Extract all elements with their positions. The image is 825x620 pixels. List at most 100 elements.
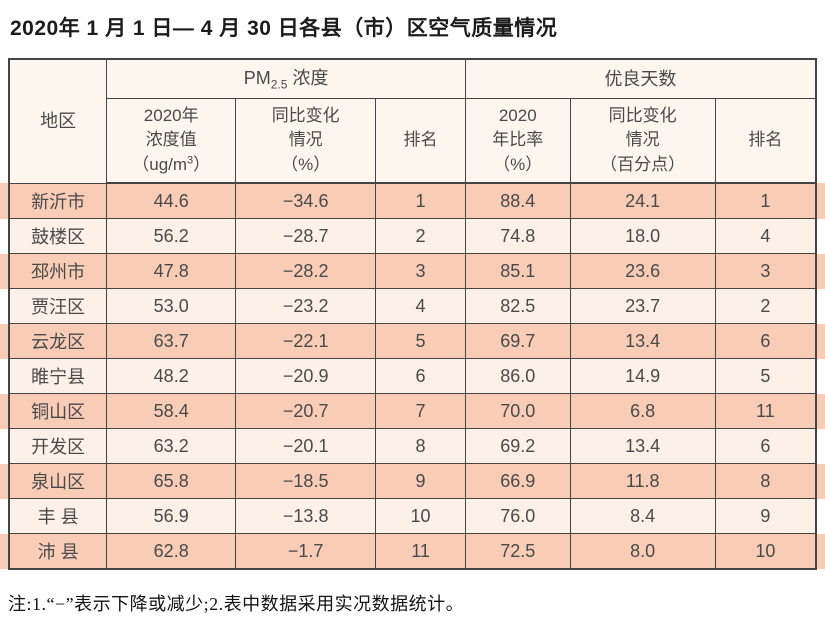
- cell-pm-rank: 5: [375, 323, 466, 359]
- cell-pm-value: 47.8: [106, 253, 237, 289]
- table-row: 睢宁县 48.2 −20.9 6 86.0 14.9 5: [8, 358, 817, 394]
- table-header: 地区 PM2.5 浓度 优良天数 2020年 浓度值 （ug/m3） 同比变化 …: [8, 58, 817, 184]
- cell-region: 贾汪区: [8, 288, 108, 324]
- table-row: 沛 县 62.8 −1.7 11 72.5 8.0 10: [8, 533, 817, 570]
- cell-pm-value: 63.7: [106, 323, 237, 359]
- header-good-days-group: 优良天数: [464, 58, 817, 99]
- cell-good-rank: 11: [714, 393, 817, 429]
- cell-good-rank: 5: [714, 358, 817, 394]
- cell-pm-rank: 9: [375, 463, 466, 499]
- header-line: 同比变化: [271, 105, 340, 125]
- header-pm-rank: 排名: [375, 98, 466, 184]
- cell-good-ratio: 72.5: [464, 533, 571, 570]
- cell-pm-change: −13.8: [235, 498, 377, 534]
- header-line: 同比变化: [608, 105, 677, 125]
- cell-good-rank: 10: [714, 533, 817, 570]
- footnote: 注:1.“−”表示下降或减少;2.表中数据采用实况数据统计。: [8, 594, 465, 614]
- table-row: 鼓楼区 56.2 −28.7 2 74.8 18.0 4: [8, 218, 817, 254]
- cubed-superscript: 3: [187, 154, 194, 167]
- cell-good-ratio: 76.0: [464, 498, 571, 534]
- table-body: 新沂市 44.6 −34.6 1 88.4 24.1 1 鼓楼区 56.2 −28.7 2 74.8 1…: [8, 182, 817, 570]
- cell-good-change: 24.1: [569, 182, 716, 219]
- cell-pm-rank: 4: [375, 288, 466, 324]
- header-line: 情况: [625, 130, 660, 150]
- cell-region: 睢宁县: [8, 358, 108, 394]
- cell-pm-value: 53.0: [106, 288, 237, 324]
- cell-pm-change: −23.2: [235, 288, 377, 324]
- header-line: 年比率: [492, 130, 544, 150]
- header-pm-change: 同比变化 情况 （%）: [235, 98, 377, 184]
- cell-good-change: 14.9: [569, 358, 716, 394]
- cell-region: 泉山区: [8, 463, 108, 499]
- header-line: （百分点）: [600, 154, 686, 174]
- cell-good-change: 18.0: [569, 218, 716, 254]
- pm-label-subscript: 2.5: [270, 77, 288, 92]
- cell-pm-change: −28.7: [235, 218, 377, 254]
- cell-good-ratio: 85.1: [464, 253, 571, 289]
- cell-pm-value: 63.2: [106, 428, 237, 464]
- cell-good-rank: 1: [714, 182, 817, 219]
- cell-good-rank: 6: [714, 428, 817, 464]
- cell-good-ratio: 69.7: [464, 323, 571, 359]
- cell-good-change: 23.6: [569, 253, 716, 289]
- cell-pm-value: 44.6: [106, 182, 237, 219]
- cell-pm-rank: 7: [375, 393, 466, 429]
- header-line: （%）: [493, 154, 543, 174]
- header-good-rank: 排名: [714, 98, 817, 184]
- cell-region: 丰 县: [8, 498, 108, 534]
- header-pm-value: 2020年 浓度值 （ug/m3）: [106, 98, 237, 184]
- cell-pm-rank: 1: [375, 182, 466, 219]
- cell-good-change: 11.8: [569, 463, 716, 499]
- cell-region: 沛 县: [8, 533, 108, 570]
- cell-good-ratio: 86.0: [464, 358, 571, 394]
- cell-good-change: 23.7: [569, 288, 716, 324]
- cell-good-change: 13.4: [569, 428, 716, 464]
- cell-good-rank: 4: [714, 218, 817, 254]
- air-quality-table: 地区 PM2.5 浓度 优良天数 2020年 浓度值 （ug/m3） 同比变化 …: [8, 58, 817, 570]
- cell-good-ratio: 88.4: [464, 182, 571, 219]
- table-row: 铜山区 58.4 −20.7 7 70.0 6.8 11: [8, 393, 817, 429]
- cell-good-change: 6.8: [569, 393, 716, 429]
- table-row: 泉山区 65.8 −18.5 9 66.9 11.8 8: [8, 463, 817, 499]
- header-group-row: 地区 PM2.5 浓度 优良天数: [8, 58, 817, 184]
- cell-region: 铜山区: [8, 393, 108, 429]
- cell-pm-rank: 11: [375, 533, 466, 570]
- cell-pm-change: −34.6: [235, 182, 377, 219]
- pm-label-suffix: 浓度: [287, 67, 329, 88]
- cell-good-ratio: 82.5: [464, 288, 571, 324]
- cell-good-change: 8.0: [569, 533, 716, 570]
- header-line: ）: [193, 154, 211, 174]
- header-line: （%）: [281, 154, 331, 174]
- header-line: 情况: [288, 130, 323, 150]
- cell-pm-change: −20.7: [235, 393, 377, 429]
- cell-good-rank: 6: [714, 323, 817, 359]
- table-row: 贾汪区 53.0 −23.2 4 82.5 23.7 2: [8, 288, 817, 324]
- header-line: 2020年: [143, 105, 199, 125]
- header-sub-row: 2020年 浓度值 （ug/m3） 同比变化 情况 （%） 排名 2020 年比…: [9, 98, 817, 184]
- header-pm-group: PM2.5 浓度: [106, 58, 466, 99]
- table-row: 开发区 63.2 −20.1 8 69.2 13.4 6: [8, 428, 817, 464]
- cell-pm-rank: 2: [375, 218, 466, 254]
- cell-pm-rank: 10: [375, 498, 466, 534]
- cell-pm-value: 48.2: [106, 358, 237, 394]
- cell-pm-change: −18.5: [235, 463, 377, 499]
- cell-pm-value: 56.2: [106, 218, 237, 254]
- page-title: 2020年 1 月 1 日— 4 月 30 日各县（市）区空气质量情况: [10, 17, 558, 40]
- cell-good-ratio: 69.2: [464, 428, 571, 464]
- cell-pm-change: −1.7: [235, 533, 377, 570]
- cell-region: 邳州市: [8, 253, 108, 289]
- cell-good-change: 13.4: [569, 323, 716, 359]
- table-row: 云龙区 63.7 −22.1 5 69.7 13.4 6: [8, 323, 817, 359]
- cell-good-ratio: 70.0: [464, 393, 571, 429]
- cell-good-rank: 8: [714, 463, 817, 499]
- cell-good-ratio: 66.9: [464, 463, 571, 499]
- pm-label-prefix: PM: [243, 67, 271, 88]
- cell-pm-value: 58.4: [106, 393, 237, 429]
- cell-region: 开发区: [8, 428, 108, 464]
- cell-good-rank: 2: [714, 288, 817, 324]
- cell-region: 云龙区: [8, 323, 108, 359]
- cell-good-rank: 9: [714, 498, 817, 534]
- header-line: 2020: [498, 105, 537, 125]
- cell-pm-value: 62.8: [106, 533, 237, 570]
- cell-good-ratio: 74.8: [464, 218, 571, 254]
